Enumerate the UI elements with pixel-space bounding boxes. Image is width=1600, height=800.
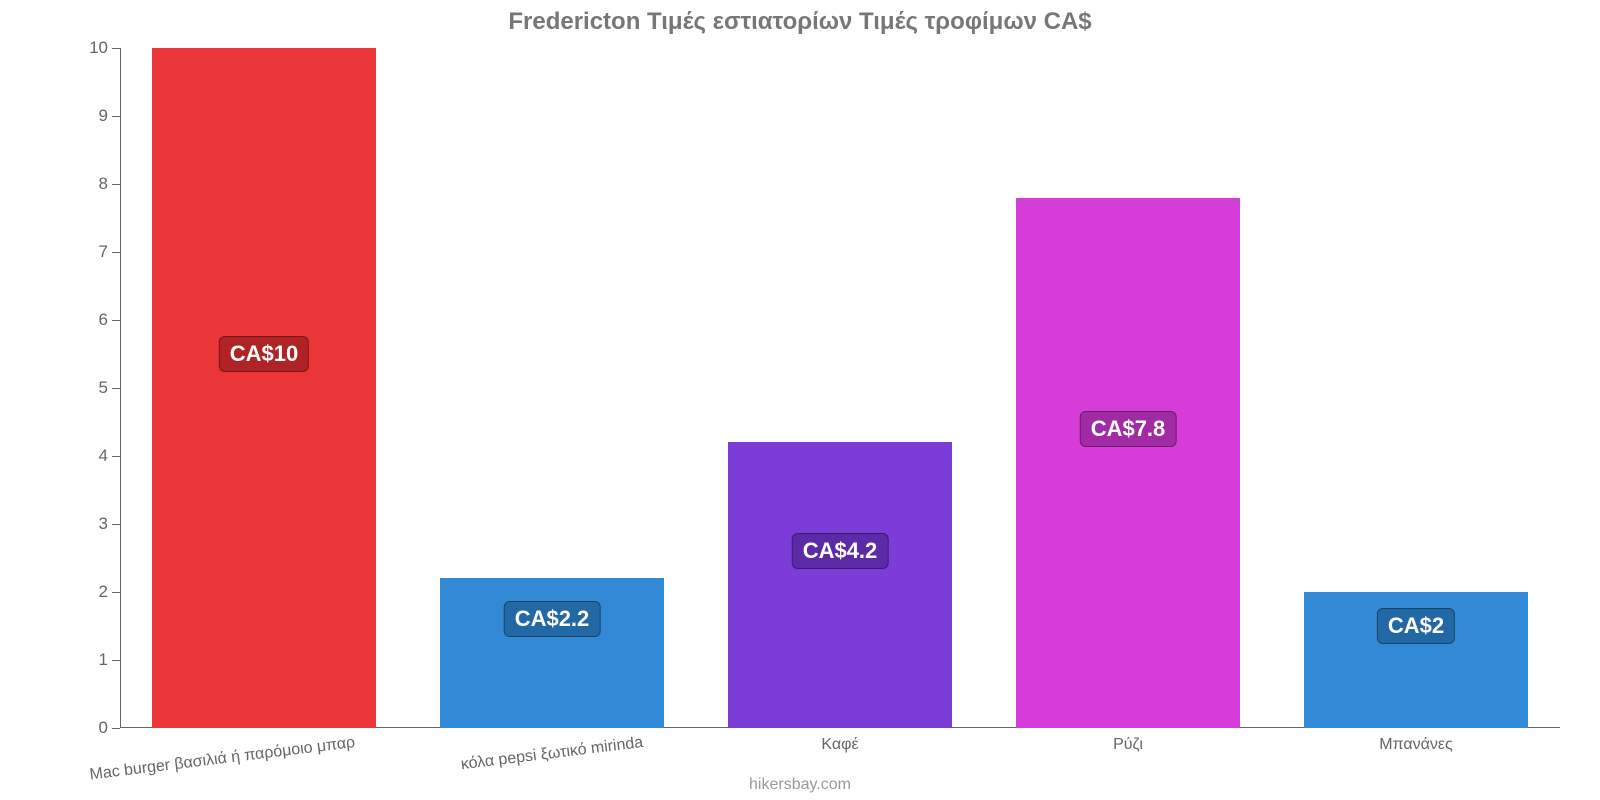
- y-tick: [112, 252, 120, 253]
- bar-value-badge: CA$2.2: [504, 601, 601, 637]
- chart-container: Fredericton Τιμές εστιατορίων Τιμές τροφ…: [0, 0, 1600, 800]
- y-tick: [112, 524, 120, 525]
- chart-title: Fredericton Τιμές εστιατορίων Τιμές τροφ…: [0, 8, 1600, 36]
- bars-layer: CA$10 CA$2.2 CA$4.2 CA$7.8 CA$2: [120, 48, 1560, 728]
- x-category-label: κόλα pepsi ξωτικό mirinda: [460, 734, 644, 774]
- y-tick: [112, 116, 120, 117]
- bar: CA$10: [152, 48, 377, 728]
- y-tick-label: 7: [99, 242, 108, 262]
- y-tick: [112, 48, 120, 49]
- y-tick-label: 1: [99, 650, 108, 670]
- y-tick: [112, 592, 120, 593]
- y-tick-label: 2: [99, 582, 108, 602]
- x-category-label: Καφέ: [821, 736, 858, 754]
- y-tick-label: 5: [99, 378, 108, 398]
- plot-area: CA$10CA$2.2CA$4.2CA$7.8CA$2 012345678910…: [120, 48, 1560, 728]
- y-tick: [112, 388, 120, 389]
- x-category-label: Ρύζι: [1113, 736, 1143, 754]
- bar: CA$2: [1304, 592, 1529, 728]
- y-tick-label: 6: [99, 310, 108, 330]
- bar: CA$4.2: [728, 442, 953, 728]
- y-tick-label: 4: [99, 446, 108, 466]
- y-tick-label: 9: [99, 106, 108, 126]
- y-tick: [112, 320, 120, 321]
- bar-value-badge: CA$7.8: [1080, 411, 1177, 447]
- y-tick: [112, 728, 120, 729]
- bar-value-badge: CA$10: [219, 336, 309, 372]
- bar: CA$7.8: [1016, 198, 1241, 728]
- y-tick: [112, 456, 120, 457]
- y-tick: [112, 660, 120, 661]
- bar-value-badge: CA$2: [1377, 608, 1455, 644]
- y-tick-label: 8: [99, 174, 108, 194]
- y-tick: [112, 184, 120, 185]
- y-tick-label: 3: [99, 514, 108, 534]
- x-category-label: Μπανάνες: [1379, 736, 1452, 754]
- y-tick-label: 10: [89, 38, 108, 58]
- bar: CA$2.2: [440, 578, 665, 728]
- credit-text: hikersbay.com: [0, 776, 1600, 794]
- bar-value-badge: CA$4.2: [792, 533, 889, 569]
- y-tick-label: 0: [99, 718, 108, 738]
